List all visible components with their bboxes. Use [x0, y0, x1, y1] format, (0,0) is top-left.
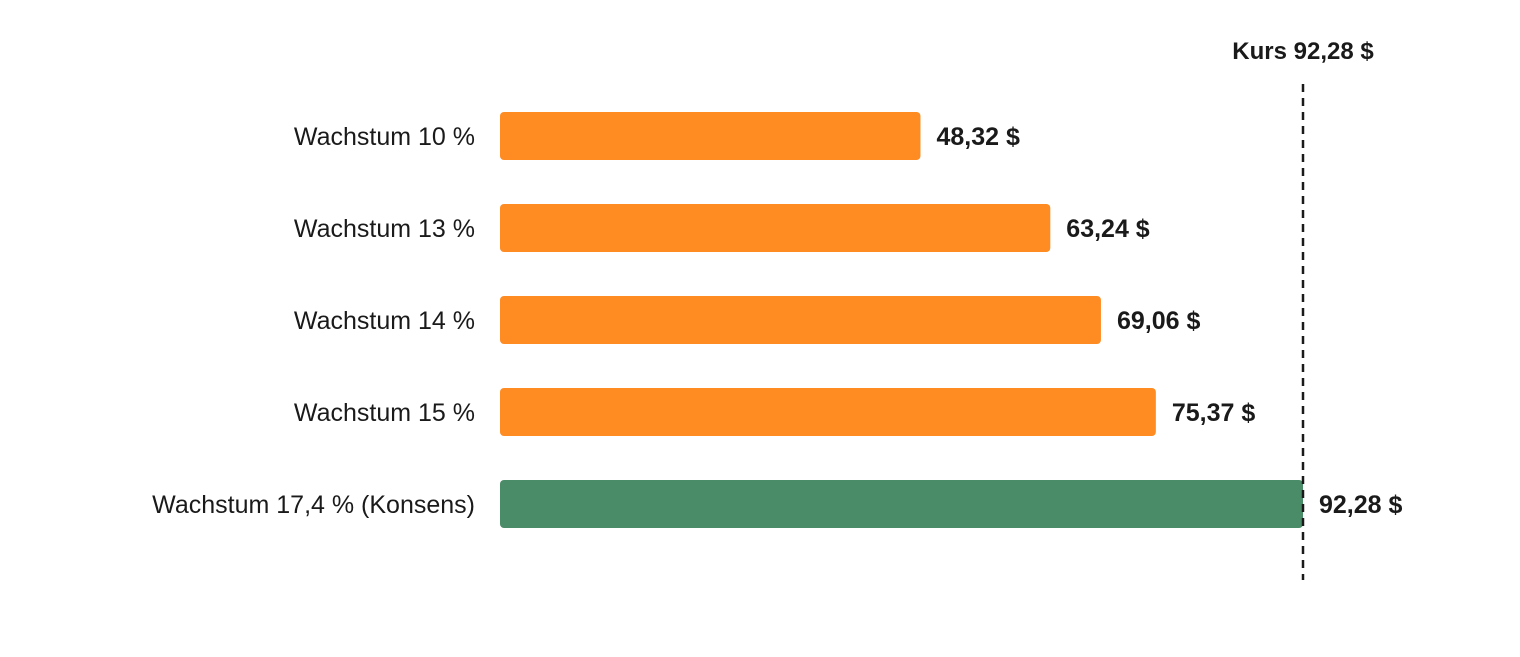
bars-layer: Wachstum 10 % 48,32 $ Wachstum 13 % 63,24 $…	[152, 112, 1403, 528]
bar-wachstum-10	[500, 112, 921, 160]
bar-wachstum-14	[500, 296, 1101, 344]
reference-layer: Kurs 92,28 $	[1232, 38, 1374, 580]
value-label-wachstum-10: 48,32 $	[936, 123, 1020, 151]
category-label-wachstum-15: Wachstum 15 %	[294, 399, 475, 427]
bar-wachstum-17-4-konsens	[500, 480, 1303, 528]
category-label-wachstum-13: Wachstum 13 %	[294, 215, 475, 243]
price-reference-label: Kurs 92,28 $	[1232, 38, 1374, 65]
category-label-wachstum-17-4-konsens: Wachstum 17,4 % (Konsens)	[152, 491, 475, 519]
value-label-wachstum-14: 69,06 $	[1117, 307, 1201, 335]
value-label-wachstum-17-4-konsens: 92,28 $	[1319, 491, 1403, 519]
bar-wachstum-15	[500, 388, 1156, 436]
value-label-wachstum-13: 63,24 $	[1066, 215, 1150, 243]
bar-wachstum-13	[500, 204, 1051, 252]
category-label-wachstum-10: Wachstum 10 %	[294, 123, 475, 151]
category-label-wachstum-14: Wachstum 14 %	[294, 307, 475, 335]
value-label-wachstum-15: 75,37 $	[1172, 399, 1256, 427]
